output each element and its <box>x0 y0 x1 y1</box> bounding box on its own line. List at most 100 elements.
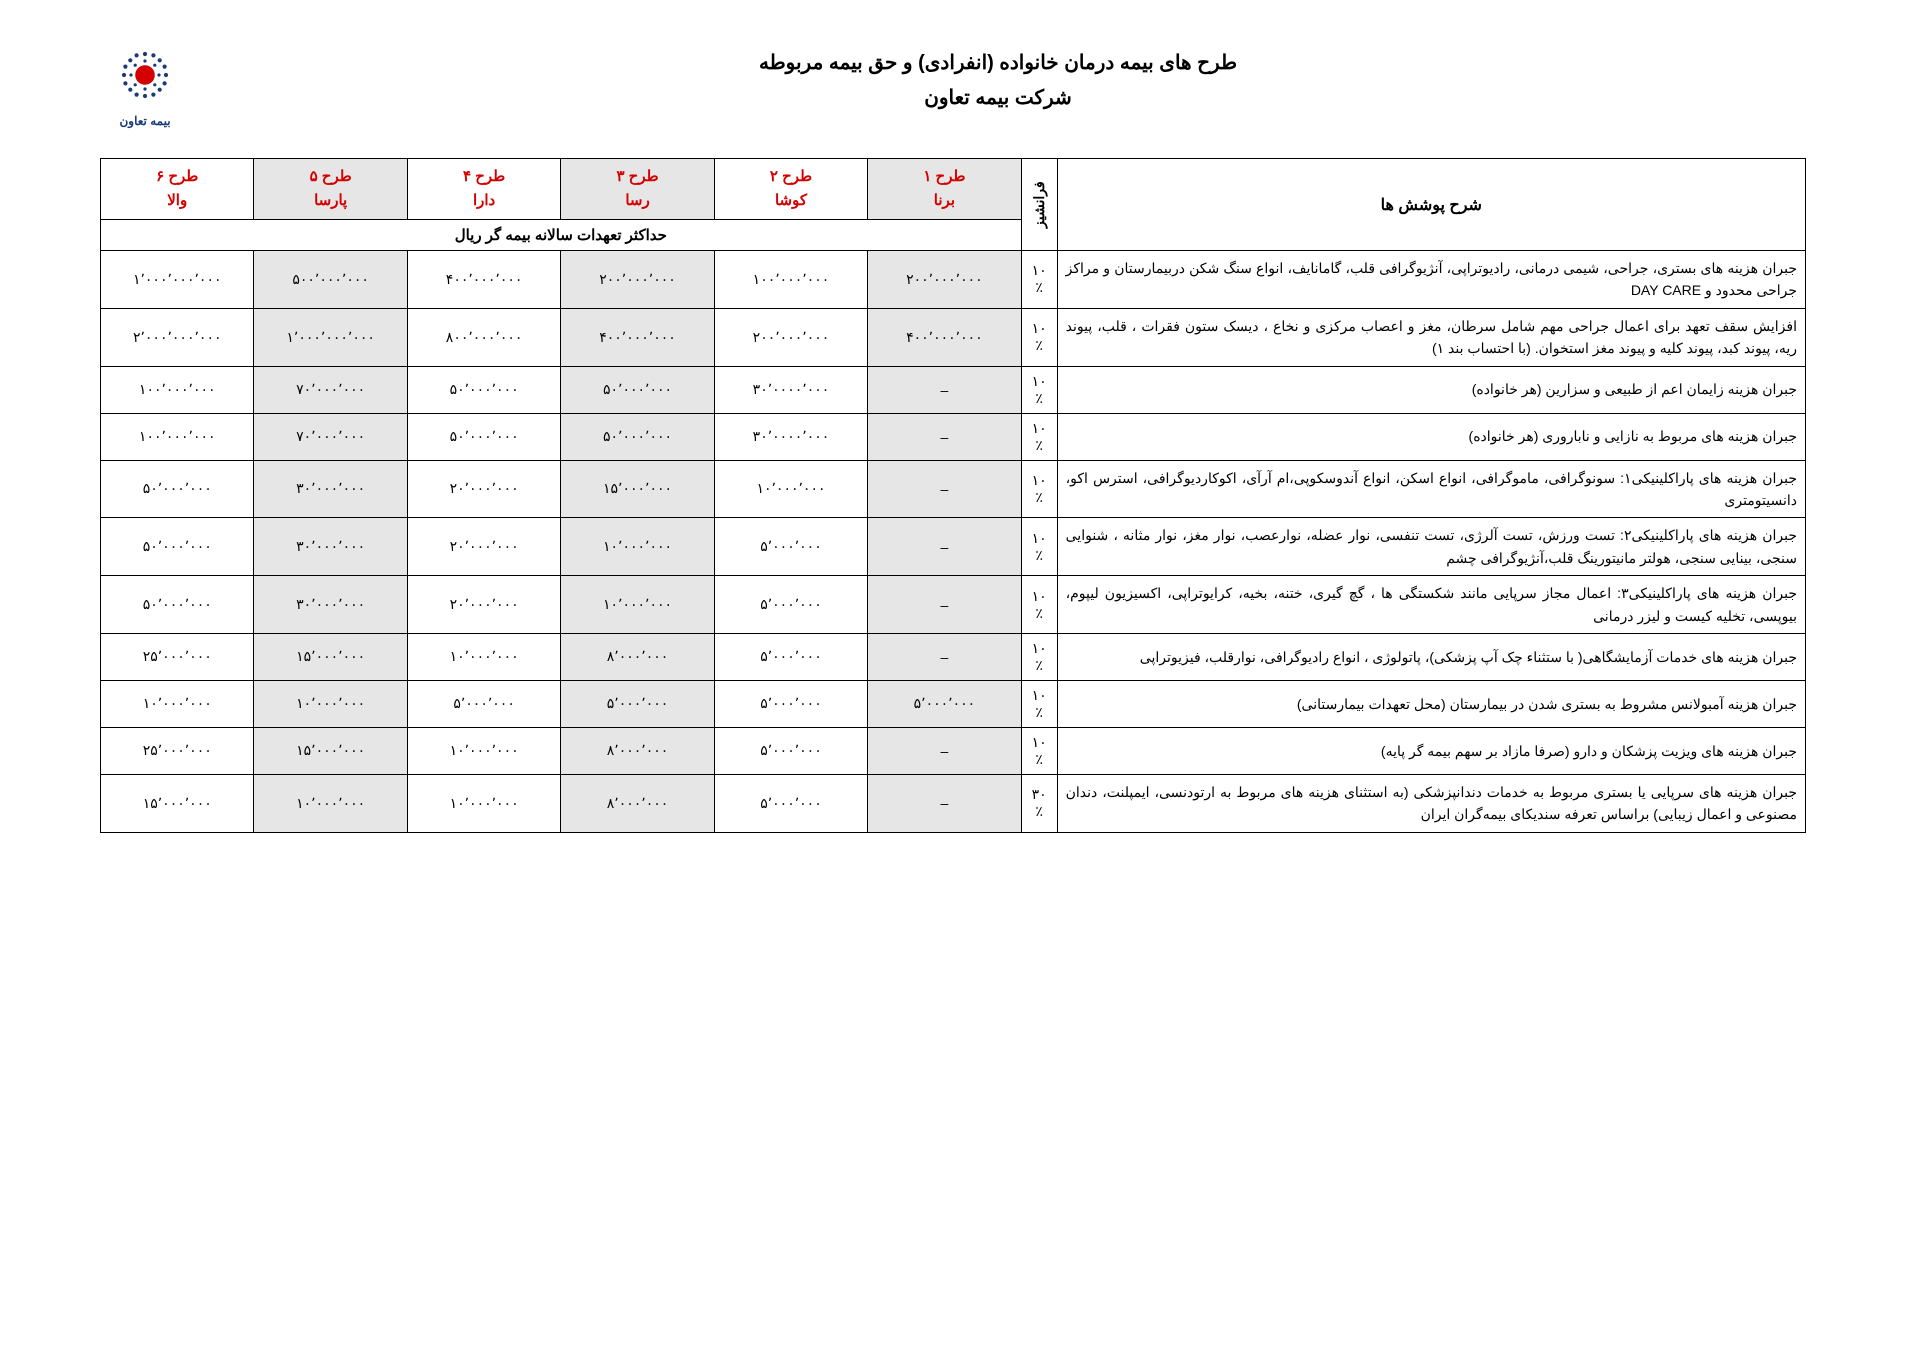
desc-cell: جبران هزینه آمبولانس مشروط به بستری شدن … <box>1057 680 1805 727</box>
desc-cell: افزایش سقف تعهد برای اعمال جراحی مهم شام… <box>1057 308 1805 366</box>
desc-cell: جبران هزینه های پاراکلینیکی۳: اعمال مجاز… <box>1057 576 1805 634</box>
table-head: شرح پوشش هافرانشیزطرح ۱برناطرح ۲کوشاطرح … <box>101 159 1806 251</box>
value-cell: ۵۰٬۰۰۰٬۰۰۰ <box>101 460 254 518</box>
value-cell: ۵٬۰۰۰٬۰۰۰ <box>868 680 1021 727</box>
desc-cell: جبران هزینه های پاراکلینیکی۱: سونوگرافی،… <box>1057 460 1805 518</box>
value-cell: ۱۰٬۰۰۰٬۰۰۰ <box>254 680 407 727</box>
plan-header: طرح ۴دارا <box>407 159 560 220</box>
value-cell: – <box>868 413 1021 460</box>
value-cell: ۲۰۰٬۰۰۰٬۰۰۰ <box>561 251 714 309</box>
value-cell: ۲۰٬۰۰۰٬۰۰۰ <box>407 518 560 576</box>
value-cell: ۴۰۰٬۰۰۰٬۰۰۰ <box>868 308 1021 366</box>
value-cell: ۵٬۰۰۰٬۰۰۰ <box>407 680 560 727</box>
plan-line1: طرح ۲ <box>770 168 812 185</box>
desc-cell: جبران هزینه های پاراکلینیکی۲: تست ورزش، … <box>1057 518 1805 576</box>
plan-header: طرح ۱برنا <box>868 159 1021 220</box>
value-cell: – <box>868 460 1021 518</box>
table-row: جبران هزینه های پاراکلینیکی۱: سونوگرافی،… <box>101 460 1806 518</box>
value-cell: ۳۰٬۰۰۰۰٬۰۰۰ <box>714 413 867 460</box>
value-cell: ۵۰٬۰۰۰٬۰۰۰ <box>101 576 254 634</box>
value-cell: ۱٬۰۰۰٬۰۰۰٬۰۰۰ <box>101 251 254 309</box>
value-cell: ۷۰٬۰۰۰٬۰۰۰ <box>254 413 407 460</box>
value-cell: ۸٬۰۰۰٬۰۰۰ <box>561 774 714 832</box>
table-row: افزایش سقف تعهد برای اعمال جراحی مهم شام… <box>101 308 1806 366</box>
desc-cell: جبران هزینه های خدمات آزمایشگاهی( با ستث… <box>1057 633 1805 680</box>
plan-line2: پارسا <box>314 192 347 209</box>
value-cell: ۵۰٬۰۰۰٬۰۰۰ <box>407 366 560 413</box>
desc-header: شرح پوشش ها <box>1057 159 1805 251</box>
value-cell: ۵۰٬۰۰۰٬۰۰۰ <box>407 413 560 460</box>
value-cell: ۸٬۰۰۰٬۰۰۰ <box>561 633 714 680</box>
value-cell: ۵۰۰٬۰۰۰٬۰۰۰ <box>254 251 407 309</box>
franchise-cell: ۱۰ ٪ <box>1021 460 1057 518</box>
desc-cell: جبران هزینه زایمان اعم از طبیعی و سزارین… <box>1057 366 1805 413</box>
value-cell: ۱۰٬۰۰۰٬۰۰۰ <box>254 774 407 832</box>
value-cell: ۳۰٬۰۰۰٬۰۰۰ <box>254 518 407 576</box>
table-row: جبران هزینه های پاراکلینیکی۳: اعمال مجاز… <box>101 576 1806 634</box>
table-row: جبران هزینه های پاراکلینیکی۲: تست ورزش، … <box>101 518 1806 576</box>
title-block: طرح های بیمه درمان خانواده (انفرادی) و ح… <box>190 40 1806 110</box>
value-cell: ۱۰٬۰۰۰٬۰۰۰ <box>714 460 867 518</box>
franchise-cell: ۱۰ ٪ <box>1021 518 1057 576</box>
value-cell: ۱۰٬۰۰۰٬۰۰۰ <box>407 774 560 832</box>
value-cell: ۱۰٬۰۰۰٬۰۰۰ <box>101 680 254 727</box>
value-cell: ۵۰٬۰۰۰٬۰۰۰ <box>561 366 714 413</box>
value-cell: ۲۰٬۰۰۰٬۰۰۰ <box>407 576 560 634</box>
value-cell: ۱۰٬۰۰۰٬۰۰۰ <box>561 576 714 634</box>
value-cell: ۱۰٬۰۰۰٬۰۰۰ <box>561 518 714 576</box>
value-cell: – <box>868 366 1021 413</box>
desc-cell: جبران هزینه های مربوط به نازایی و نابارو… <box>1057 413 1805 460</box>
plan-line2: رسا <box>625 192 649 209</box>
plan-header: طرح ۶والا <box>101 159 254 220</box>
value-cell: ۲۵٬۰۰۰٬۰۰۰ <box>101 633 254 680</box>
plan-line2: کوشا <box>775 192 807 209</box>
value-cell: ۵۰٬۰۰۰٬۰۰۰ <box>561 413 714 460</box>
franchise-cell: ۱۰ ٪ <box>1021 633 1057 680</box>
desc-cell: جبران هزینه های بستری، جراحی، شیمی درمان… <box>1057 251 1805 309</box>
value-cell: ۱۵٬۰۰۰٬۰۰۰ <box>561 460 714 518</box>
value-cell: ۱۰٬۰۰۰٬۰۰۰ <box>407 633 560 680</box>
table-row: جبران هزینه زایمان اعم از طبیعی و سزارین… <box>101 366 1806 413</box>
franchise-cell: ۱۰ ٪ <box>1021 576 1057 634</box>
value-cell: – <box>868 727 1021 774</box>
value-cell: ۱۰۰٬۰۰۰٬۰۰۰ <box>101 366 254 413</box>
value-cell: ۳۰٬۰۰۰۰٬۰۰۰ <box>714 366 867 413</box>
value-cell: ۲۰٬۰۰۰٬۰۰۰ <box>407 460 560 518</box>
value-cell: ۵٬۰۰۰٬۰۰۰ <box>714 774 867 832</box>
value-cell: ۱۰٬۰۰۰٬۰۰۰ <box>407 727 560 774</box>
value-cell: ۲۵٬۰۰۰٬۰۰۰ <box>101 727 254 774</box>
value-cell: ۸۰۰٬۰۰۰٬۰۰۰ <box>407 308 560 366</box>
table-row: جبران هزینه های سرپایی یا بستری مربوط به… <box>101 774 1806 832</box>
value-cell: ۳۰٬۰۰۰٬۰۰۰ <box>254 460 407 518</box>
page-subtitle: شرکت بیمه تعاون <box>190 85 1806 110</box>
plan-header: طرح ۵ پارسا <box>254 159 407 220</box>
value-cell: – <box>868 518 1021 576</box>
page-title: طرح های بیمه درمان خانواده (انفرادی) و ح… <box>190 50 1806 75</box>
plan-line1: طرح ۳ <box>616 168 658 185</box>
value-cell: ۲۰۰٬۰۰۰٬۰۰۰ <box>868 251 1021 309</box>
value-cell: ۵٬۰۰۰٬۰۰۰ <box>714 576 867 634</box>
franchise-cell: ۱۰ ٪ <box>1021 308 1057 366</box>
value-cell: ۴۰۰٬۰۰۰٬۰۰۰ <box>561 308 714 366</box>
value-cell: ۸٬۰۰۰٬۰۰۰ <box>561 727 714 774</box>
franchise-cell: ۱۰ ٪ <box>1021 366 1057 413</box>
value-cell: ۱۰۰٬۰۰۰٬۰۰۰ <box>714 251 867 309</box>
value-cell: ۱۵٬۰۰۰٬۰۰۰ <box>101 774 254 832</box>
value-cell: ۵٬۰۰۰٬۰۰۰ <box>714 680 867 727</box>
value-cell: ۱۰۰٬۰۰۰٬۰۰۰ <box>101 413 254 460</box>
plan-header: طرح ۲ کوشا <box>714 159 867 220</box>
value-cell: ۵٬۰۰۰٬۰۰۰ <box>561 680 714 727</box>
value-cell: ۵۰٬۰۰۰٬۰۰۰ <box>101 518 254 576</box>
plan-line2: والا <box>167 192 187 209</box>
value-cell: ۵٬۰۰۰٬۰۰۰ <box>714 518 867 576</box>
desc-cell: جبران هزینه های ویزیت پزشکان و دارو (صرف… <box>1057 727 1805 774</box>
plan-line1: طرح ۵ <box>310 168 352 185</box>
table-row: جبران هزینه های ویزیت پزشکان و دارو (صرف… <box>101 727 1806 774</box>
plan-line2: دارا <box>473 192 495 209</box>
table-row: جبران هزینه های خدمات آزمایشگاهی( با ستث… <box>101 633 1806 680</box>
plan-line1: طرح ۱ <box>923 168 965 185</box>
value-cell: ۳۰٬۰۰۰٬۰۰۰ <box>254 576 407 634</box>
value-cell: ۱۵٬۰۰۰٬۰۰۰ <box>254 633 407 680</box>
value-cell: ۷۰٬۰۰۰٬۰۰۰ <box>254 366 407 413</box>
table-body: جبران هزینه های بستری، جراحی، شیمی درمان… <box>101 251 1806 833</box>
